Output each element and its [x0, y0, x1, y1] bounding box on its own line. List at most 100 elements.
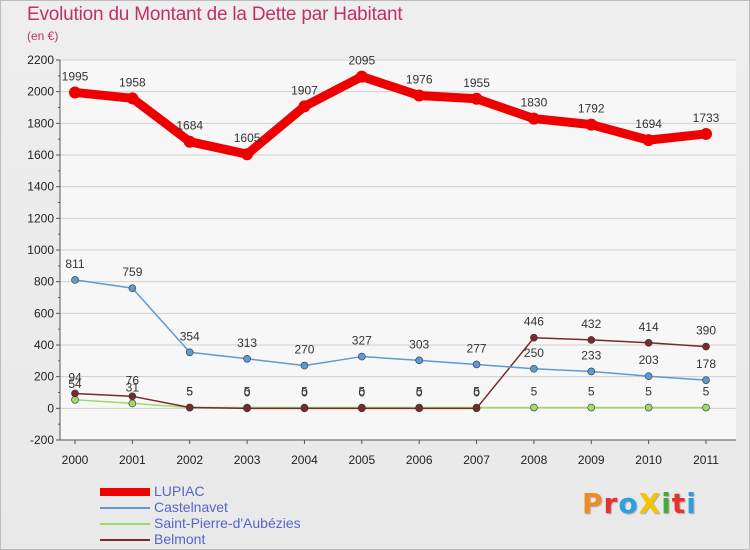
chart-subtitle: (en €): [27, 29, 59, 43]
x-tick-label: 2002: [176, 453, 203, 467]
data-label: 0: [358, 385, 365, 399]
logo-letter: X: [638, 487, 662, 520]
data-label: 5: [473, 385, 480, 399]
logo-letter: i: [686, 487, 697, 520]
data-point: [71, 276, 79, 284]
data-point: [700, 127, 712, 140]
data-label: 277: [467, 341, 487, 355]
data-point: [71, 389, 79, 398]
x-tick-label: 2005: [348, 453, 375, 467]
y-tick-label: 1800: [27, 116, 54, 130]
data-label: 5: [186, 385, 193, 399]
data-label: 94: [68, 370, 82, 384]
y-tick-label: 200: [34, 370, 54, 384]
x-tick-label: 2007: [463, 453, 490, 467]
data-point: [415, 404, 423, 413]
x-tick-label: 2000: [62, 453, 89, 467]
data-point: [415, 356, 423, 365]
legend-swatch: [100, 523, 150, 525]
x-tick-label: 2004: [291, 453, 318, 467]
series-line-castelnavet: [74, 279, 707, 381]
data-point: [644, 403, 653, 412]
proxiti-logo: ProXiti: [582, 487, 697, 520]
legend-label: Belmont: [154, 531, 206, 547]
legend-swatch: [100, 539, 150, 541]
data-label: 5: [244, 385, 251, 399]
x-tick-label: 2008: [521, 453, 548, 467]
legend-label: Saint-Pierre-d'Aubézies: [154, 515, 301, 531]
data-point: [126, 92, 139, 105]
data-point: [128, 284, 137, 292]
data-point: [530, 364, 538, 373]
data-label: 1907: [291, 83, 318, 97]
data-point: [358, 352, 366, 361]
data-label: 1792: [578, 102, 605, 116]
data-label: 446: [524, 315, 544, 329]
y-tick-label: 0: [47, 401, 54, 415]
data-point: [587, 367, 596, 376]
data-point: [185, 403, 194, 412]
data-label: 313: [237, 336, 257, 350]
data-label: 1684: [176, 119, 203, 133]
x-tick-label: 2011: [693, 453, 719, 467]
data-point: [413, 89, 426, 102]
data-label: 759: [122, 265, 142, 279]
data-label: 1958: [119, 75, 146, 89]
data-point: [472, 360, 481, 369]
legend-label: Castelnavet: [154, 499, 228, 515]
series-line-saint-pierre-d-aub-zies: [74, 399, 707, 409]
data-point: [470, 92, 483, 105]
data-label: 0: [301, 385, 308, 399]
data-point: [183, 135, 196, 148]
logo-letter: i: [661, 487, 672, 520]
legend-swatch: [100, 488, 150, 496]
data-label: 31: [126, 380, 140, 394]
y-tick-label: 400: [34, 338, 54, 352]
data-point: [241, 148, 254, 161]
data-label: 233: [581, 348, 601, 362]
data-label: 5: [703, 385, 710, 399]
y-tick-label: 2200: [27, 53, 54, 67]
data-label: 1830: [521, 96, 548, 110]
data-label: 414: [639, 320, 659, 334]
data-point: [69, 86, 81, 99]
data-point: [243, 354, 251, 363]
data-point: [702, 403, 710, 412]
data-point: [587, 336, 596, 344]
y-tick-label: 1400: [27, 180, 54, 194]
data-label: 5: [645, 385, 652, 399]
y-tick-label: -200: [30, 433, 54, 447]
logo-letter: o: [618, 487, 639, 520]
data-point: [128, 399, 137, 408]
chart-title: Evolution du Montant de la Dette par Hab…: [27, 4, 403, 25]
data-label: 250: [524, 346, 544, 360]
y-tick-label: 600: [34, 306, 54, 320]
series-line-belmont: [74, 336, 707, 410]
data-point: [702, 342, 710, 351]
data-label: 5: [531, 385, 538, 399]
data-label: 1995: [62, 69, 89, 83]
data-point: [530, 333, 538, 342]
y-tick-label: 1000: [27, 243, 54, 257]
data-label: 5: [588, 385, 595, 399]
data-label: 0: [473, 385, 480, 399]
series-line-lupiac: [70, 72, 711, 159]
data-point: [300, 361, 309, 370]
data-point: [243, 404, 251, 413]
data-point: [642, 134, 655, 147]
data-point: [644, 372, 653, 380]
data-label: 5: [358, 385, 365, 399]
data-label: 1955: [463, 76, 490, 90]
data-point: [128, 392, 137, 401]
x-tick-label: 2010: [635, 453, 662, 467]
logo-letter: r: [603, 487, 619, 520]
data-point: [355, 70, 368, 83]
y-tick-label: 2000: [27, 85, 54, 99]
data-label: 1733: [693, 111, 720, 125]
data-label: 390: [696, 324, 716, 338]
data-label: 5: [416, 385, 423, 399]
data-point: [298, 100, 311, 113]
y-tick-label: 800: [34, 275, 54, 289]
x-tick-label: 2006: [406, 453, 433, 467]
